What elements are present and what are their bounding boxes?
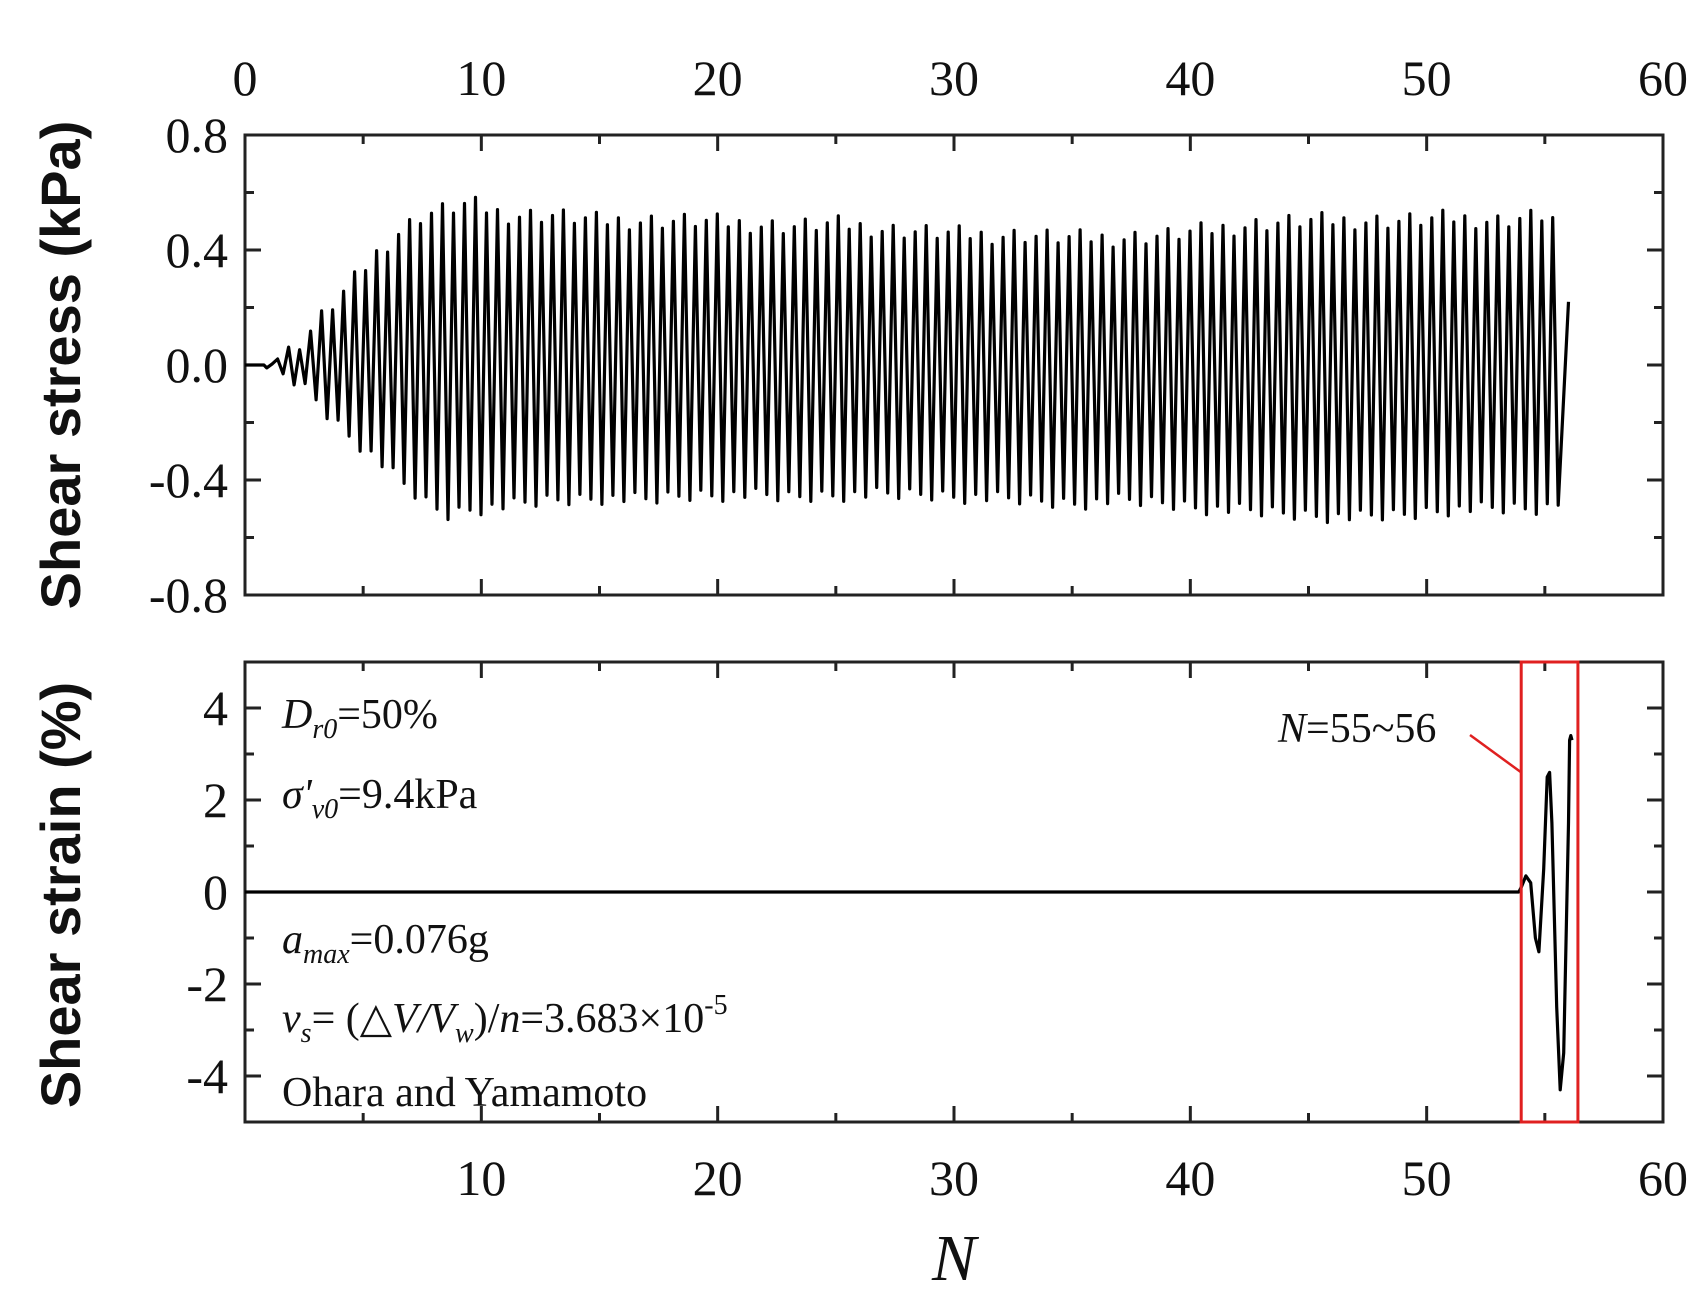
highlight-label-n: N bbox=[1277, 706, 1308, 752]
dr0-symbol: D bbox=[281, 692, 312, 738]
top-y-tick-label: 0.8 bbox=[166, 107, 229, 163]
annotation-amax: amax=0.076g bbox=[282, 917, 489, 970]
bottom-x-tick-label: 20 bbox=[693, 1150, 743, 1206]
vs-symbol: v bbox=[282, 996, 301, 1042]
dr0-subscript: r0 bbox=[312, 714, 337, 745]
top-x-tick-label: 0 bbox=[233, 50, 258, 106]
top-y-tick-label: 0.4 bbox=[166, 222, 229, 278]
top-panel-ticks bbox=[243, 133, 1665, 597]
top-x-tick-labels: 0 10 20 30 40 50 60 bbox=[233, 50, 1689, 106]
bottom-y-tick-label: -2 bbox=[186, 956, 228, 1012]
y-axis-title-stress: Shear stress (kPa) bbox=[29, 121, 92, 610]
vs-slash: )/ bbox=[474, 996, 500, 1042]
highlight-leader-line bbox=[1469, 733, 1522, 774]
bottom-y-tick-label: 0 bbox=[203, 864, 228, 920]
top-x-tick-label: 40 bbox=[1165, 50, 1215, 106]
annotation-vs: vs= (△V/Vw)/n=3.683×10-5 bbox=[282, 990, 728, 1049]
sigma-subscript: v0 bbox=[312, 794, 338, 825]
sigma-value: =9.4kPa bbox=[338, 772, 478, 818]
shear-stress-series-line bbox=[245, 195, 1571, 525]
vs-equals: = (△ bbox=[312, 996, 393, 1042]
highlight-region-box bbox=[1519, 660, 1580, 1124]
highlight-label-range: =55~56 bbox=[1306, 706, 1436, 752]
vs-exponent: -5 bbox=[704, 990, 727, 1021]
annotation-source: Ohara and Yamamoto bbox=[282, 1070, 647, 1116]
dr0-value: =50% bbox=[337, 692, 438, 738]
top-y-tick-label: 0.0 bbox=[166, 337, 229, 393]
bottom-y-tick-labels: 4 2 0 -2 -4 bbox=[186, 680, 228, 1104]
bottom-y-tick-label: -4 bbox=[186, 1048, 228, 1104]
amax-symbol: a bbox=[282, 917, 303, 963]
bottom-x-tick-labels: 10 20 30 40 50 60 bbox=[456, 1150, 1688, 1206]
y-axis-title-strain: Shear strain (%) bbox=[29, 682, 92, 1108]
bottom-y-tick-label: 2 bbox=[203, 772, 228, 828]
vs-n: n bbox=[499, 996, 520, 1042]
shear-strain-series-line bbox=[245, 734, 1574, 1092]
top-x-tick-label: 50 bbox=[1402, 50, 1452, 106]
vs-volume-ratio: V/V bbox=[392, 996, 459, 1042]
annotation-sigma: σ'v0=9.4kPa bbox=[282, 772, 478, 825]
top-y-tick-label: -0.4 bbox=[149, 452, 228, 508]
top-x-tick-label: 30 bbox=[929, 50, 979, 106]
top-y-tick-label: -0.8 bbox=[149, 567, 228, 623]
top-y-tick-labels: 0.8 0.4 0.0 -0.4 -0.8 bbox=[149, 107, 228, 623]
vs-w-subscript: w bbox=[455, 1018, 474, 1049]
amax-value: =0.076g bbox=[350, 917, 489, 963]
top-x-tick-label: 20 bbox=[693, 50, 743, 106]
amax-subscript: max bbox=[303, 939, 350, 970]
bottom-x-tick-label: 40 bbox=[1165, 1150, 1215, 1206]
vs-value: =3.683×10 bbox=[520, 996, 704, 1042]
annotation-dr0: Dr0=50% bbox=[281, 692, 438, 745]
shear-strain-panel: 420-2-4 10 20 30 40 50 60 N=55~56 Dr0=50% σ'v… bbox=[186, 660, 1688, 1206]
top-x-tick-label: 10 bbox=[456, 50, 506, 106]
bottom-x-tick-label: 30 bbox=[929, 1150, 979, 1206]
top-x-tick-label: 60 bbox=[1638, 50, 1688, 106]
vs-subscript: s bbox=[301, 1018, 312, 1049]
x-axis-title-n: N bbox=[931, 1222, 980, 1292]
bottom-y-tick-label: 4 bbox=[203, 680, 228, 736]
highlight-label: N=55~56 bbox=[1277, 706, 1436, 752]
bottom-x-tick-label: 10 bbox=[456, 1150, 506, 1206]
bottom-x-tick-label: 60 bbox=[1638, 1150, 1688, 1206]
sigma-symbol: σ' bbox=[282, 772, 313, 818]
shear-stress-panel: 0.8 0.4 0.0 -0.4 -0.8 bbox=[149, 107, 1665, 623]
bottom-x-tick-label: 50 bbox=[1402, 1150, 1452, 1206]
